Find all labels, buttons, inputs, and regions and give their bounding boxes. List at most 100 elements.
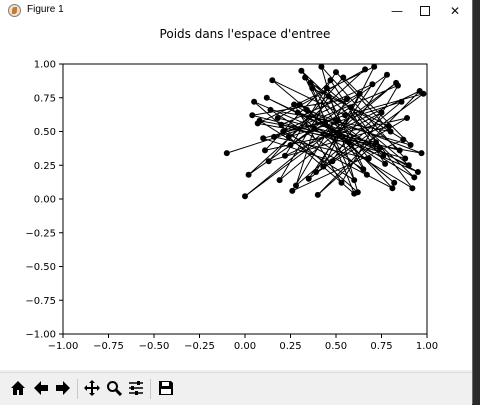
figure-canvas[interactable]: Poids dans l'espace d'entree −1.00 −0.75−… — [0, 22, 472, 370]
y-tick-label: 0.50 — [34, 127, 56, 138]
data-point — [376, 144, 383, 151]
forward-button[interactable] — [53, 377, 73, 399]
data-point — [263, 94, 270, 101]
data-point — [314, 191, 321, 198]
y-tick-label: −0.25 — [25, 228, 56, 239]
toolbar-separator — [77, 379, 78, 399]
data-layer — [223, 63, 427, 200]
data-point — [340, 74, 347, 81]
y-tick-label: 0.00 — [34, 195, 56, 206]
window-title: Figure 1 — [27, 4, 64, 15]
data-point — [309, 85, 316, 92]
data-point — [405, 162, 412, 169]
data-point — [305, 175, 312, 182]
y-tick-label: −0.50 — [25, 262, 56, 273]
data-point — [347, 104, 354, 111]
data-point — [249, 112, 256, 119]
data-point — [271, 133, 278, 140]
series-line — [226, 65, 424, 197]
home-button[interactable] — [8, 377, 28, 399]
data-point — [345, 139, 352, 146]
data-point — [369, 81, 376, 88]
data-point — [242, 193, 248, 200]
data-point — [262, 147, 268, 154]
maximize-button[interactable] — [410, 0, 440, 22]
y-tick-label: 1.00 — [34, 60, 56, 71]
data-point — [363, 171, 370, 178]
data-point — [323, 85, 330, 92]
navigation-toolbar — [0, 372, 472, 405]
data-point — [325, 93, 332, 100]
data-point — [402, 155, 409, 162]
save-icon — [159, 381, 173, 395]
title-bar[interactable]: Figure 1 — ✕ — [0, 0, 472, 22]
home-icon — [11, 381, 25, 395]
data-point — [351, 190, 358, 197]
data-point — [276, 177, 283, 184]
data-point — [371, 63, 378, 70]
chart: Poids dans l'espace d'entree −1.00 −0.75−… — [25, 27, 438, 352]
data-point — [303, 106, 310, 113]
data-point — [302, 74, 309, 81]
data-point — [365, 155, 372, 162]
data-point — [414, 169, 421, 175]
data-point — [333, 69, 339, 76]
data-point — [400, 136, 407, 143]
data-point — [384, 71, 390, 78]
y-tick-label: −0.75 — [25, 296, 56, 307]
data-point — [293, 182, 299, 189]
data-point — [318, 63, 325, 70]
x-tick-label: −0.75 — [93, 341, 124, 352]
data-point — [296, 101, 303, 108]
x-tick-label: 0.75 — [370, 341, 392, 352]
data-point — [418, 150, 425, 157]
data-point — [269, 77, 276, 84]
zoom-button[interactable] — [104, 377, 124, 399]
save-button[interactable] — [156, 377, 176, 399]
data-point — [380, 152, 387, 159]
data-point — [393, 79, 400, 86]
configure-subplots-icon — [129, 381, 143, 395]
data-point — [311, 125, 318, 132]
pan-button[interactable] — [82, 377, 102, 399]
data-point — [342, 112, 349, 119]
data-point — [278, 121, 285, 128]
data-point — [385, 123, 392, 130]
data-point — [291, 101, 298, 108]
data-point — [411, 174, 418, 181]
pan-icon — [84, 380, 100, 396]
data-point — [267, 106, 274, 113]
close-button[interactable]: ✕ — [449, 4, 461, 18]
data-point — [382, 160, 389, 167]
x-tick-label: 0.50 — [325, 341, 347, 352]
data-point — [409, 185, 416, 192]
back-button[interactable] — [31, 377, 51, 399]
maximize-icon — [420, 5, 430, 16]
data-point — [391, 179, 398, 186]
configure-subplots-button[interactable] — [126, 377, 146, 399]
data-point — [396, 147, 403, 154]
matplotlib-app-icon — [8, 4, 21, 17]
x-tick-label: −0.50 — [139, 341, 170, 352]
data-point — [351, 177, 358, 184]
data-point — [322, 120, 329, 127]
y-tick-label: 0.75 — [34, 93, 56, 104]
data-point — [294, 109, 301, 116]
y-tick-label: −1.00 — [25, 330, 56, 341]
data-point — [387, 128, 394, 135]
data-point — [289, 187, 296, 194]
back-arrow-icon — [34, 381, 48, 395]
data-point — [298, 67, 305, 74]
data-point — [320, 163, 327, 170]
x-axis: −1.00 −0.75 −0.50 −0.25 0.00 0.25 0.50 0.75 1.00 — [48, 334, 438, 352]
data-point — [280, 128, 287, 135]
data-point — [356, 90, 363, 97]
data-point — [254, 120, 261, 127]
minimize-button[interactable]: — — [391, 4, 403, 18]
data-point — [373, 139, 379, 146]
data-point — [398, 98, 405, 105]
data-point — [404, 115, 410, 121]
x-tick-label: −0.25 — [184, 341, 215, 352]
x-tick-label: 0.00 — [234, 341, 256, 352]
data-point — [329, 158, 336, 165]
